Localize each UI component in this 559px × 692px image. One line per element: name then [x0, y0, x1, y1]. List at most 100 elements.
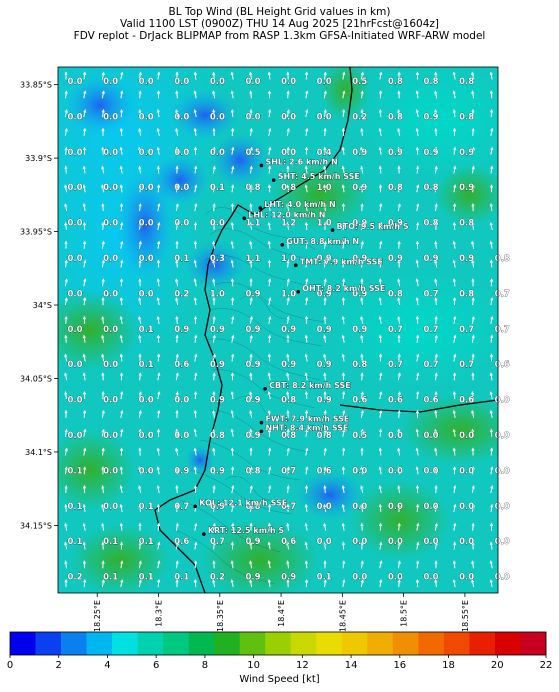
- wind-arrow: [323, 448, 327, 456]
- wind-arrow-head: [286, 466, 290, 470]
- station-label-kol: KOL: 12.1 km/h SSE: [199, 498, 287, 507]
- wind-arrow-head: [286, 503, 290, 508]
- wind-arrow: [120, 166, 123, 174]
- wind-arrow-head: [490, 334, 494, 339]
- wind-arrow-head: [64, 90, 68, 94]
- wind-arrow-head: [156, 90, 161, 94]
- wind-arrow-head: [416, 560, 420, 564]
- wind-arrow: [83, 335, 86, 343]
- wind-arrow-head: [119, 447, 124, 451]
- wind-arrow: [102, 448, 104, 456]
- wind-arrow-head: [341, 353, 345, 358]
- station-label-bto: BTO: 9.5 km/h S: [337, 222, 409, 231]
- wind-arrow: [212, 110, 216, 118]
- bl-height-value: 0.7: [281, 502, 296, 512]
- bl-height-value: 0.9: [388, 219, 403, 229]
- wind-arrow: [64, 298, 68, 306]
- wind-arrow: [157, 486, 160, 494]
- wind-arrow-head: [231, 165, 235, 170]
- wind-arrow-head: [230, 447, 234, 452]
- wind-arrow: [305, 561, 308, 569]
- wind-arrow: [138, 467, 142, 475]
- wind-arrow-head: [397, 240, 401, 245]
- wind-arrow-head: [138, 409, 142, 414]
- wind-arrow-head: [175, 409, 179, 414]
- bl-height-value: 0.7: [388, 360, 403, 370]
- wind-arrow: [83, 354, 86, 362]
- wind-arrow-head: [415, 297, 419, 301]
- wind-arrow-head: [101, 109, 105, 113]
- wind-arrow: [490, 91, 493, 99]
- wind-arrow-head: [490, 466, 494, 470]
- wind-arrow: [490, 561, 493, 569]
- bl-height-value: 0.7: [459, 325, 474, 335]
- wind-arrow-head: [138, 428, 142, 433]
- wind-arrow: [342, 448, 345, 456]
- wind-arrow: [102, 147, 104, 155]
- bl-height-value: 0.0: [103, 254, 118, 264]
- lat-tick-label: 34°S: [33, 301, 52, 310]
- wind-arrow-head: [360, 165, 364, 170]
- bl-height-value: 1.0: [317, 183, 332, 193]
- wind-arrow-head: [415, 146, 419, 151]
- wind-arrow-head: [249, 428, 253, 433]
- wind-arrow-head: [286, 71, 290, 75]
- bl-height-value: 0.9: [423, 254, 438, 264]
- wind-arrow: [286, 222, 290, 230]
- wind-arrow: [471, 580, 475, 588]
- wind-arrow: [342, 410, 345, 418]
- wind-arrow-head: [416, 221, 420, 226]
- wind-arrow: [120, 561, 123, 569]
- wind-arrow-head: [416, 165, 420, 170]
- wind-arrow: [286, 373, 290, 381]
- colorbar-swatch: [265, 632, 292, 655]
- wind-arrow-head: [378, 146, 382, 151]
- wind-arrow-head: [471, 485, 475, 489]
- wind-arrow: [360, 504, 364, 512]
- wind-arrow-head: [453, 315, 457, 320]
- wind-arrow-head: [101, 503, 105, 508]
- wind-arrow: [360, 166, 364, 174]
- wind-arrow: [379, 279, 382, 287]
- wind-arrow: [138, 316, 142, 324]
- wind-arrow-head: [120, 90, 124, 94]
- wind-arrow: [286, 448, 290, 456]
- wind-arrow-head: [453, 522, 457, 527]
- bl-height-value: 0.0: [103, 396, 118, 406]
- bl-height-value: 0.9: [245, 573, 260, 583]
- bl-height-value: 0.0: [352, 466, 367, 476]
- wind-arrow-head: [249, 409, 253, 414]
- wind-arrow-head: [286, 90, 290, 94]
- wind-arrow: [65, 561, 67, 569]
- wind-arrow-head: [212, 71, 216, 76]
- bl-height-value: 0.8: [423, 219, 438, 229]
- wind-arrow-head: [119, 127, 123, 132]
- wind-arrow: [231, 467, 234, 475]
- wind-arrow: [231, 580, 234, 588]
- wind-arrow: [379, 72, 382, 80]
- wind-arrow-head: [453, 353, 457, 358]
- wind-arrow-head: [267, 409, 271, 414]
- wind-arrow: [194, 542, 197, 550]
- wind-arrow-head: [157, 240, 161, 245]
- wind-arrow-head: [360, 522, 364, 527]
- wind-arrow-head: [212, 579, 216, 583]
- wind-arrow: [65, 429, 67, 437]
- wind-arrow: [83, 504, 86, 512]
- wind-arrow-head: [378, 278, 382, 282]
- bl-height-value: 0.9: [459, 254, 474, 264]
- wind-arrow: [453, 110, 456, 118]
- wind-arrow-head: [175, 560, 179, 564]
- wind-arrow-head: [471, 334, 475, 339]
- wind-arrow-head: [360, 353, 364, 358]
- wind-arrow: [397, 298, 401, 306]
- wind-arrow-head: [286, 109, 290, 113]
- wind-arrow: [120, 222, 123, 230]
- wind-arrow: [83, 542, 86, 550]
- wind-arrow-head: [471, 391, 475, 395]
- wind-arrow: [379, 298, 382, 306]
- wind-arrow-head: [138, 278, 142, 282]
- bl-height-value: 0.7: [423, 325, 438, 335]
- wind-arrow: [268, 467, 271, 475]
- wind-arrow-head: [230, 221, 234, 226]
